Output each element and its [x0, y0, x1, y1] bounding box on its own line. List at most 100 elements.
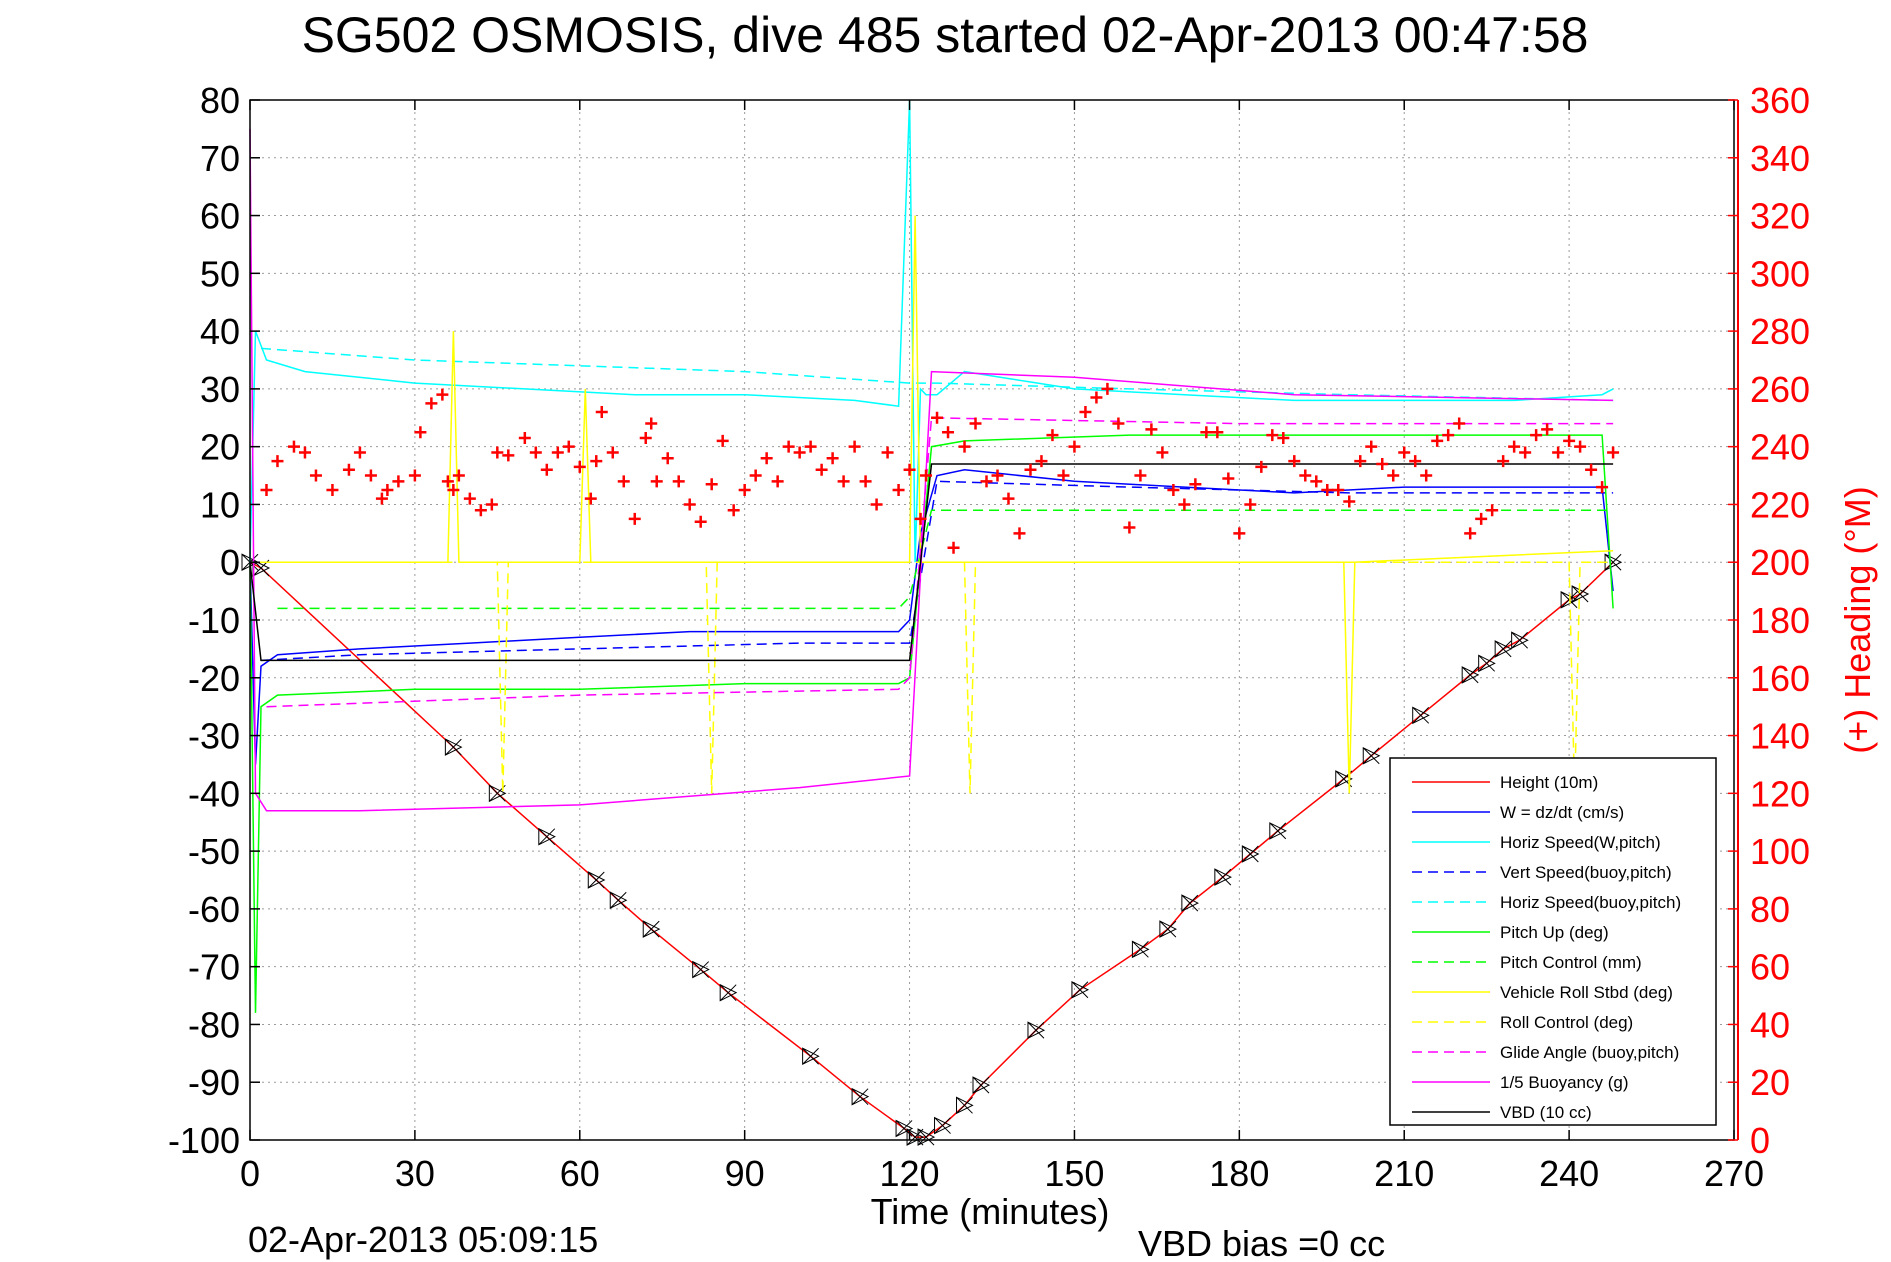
heading-point — [1310, 475, 1323, 488]
heading-point — [1200, 426, 1213, 439]
heading-point — [425, 397, 438, 410]
legend-entry: Pitch Control (mm) — [1500, 953, 1642, 972]
heading-point — [408, 469, 421, 482]
y-tick-label: -10 — [188, 600, 240, 641]
heading-point — [584, 492, 597, 505]
y-tick-label: 10 — [200, 484, 240, 525]
y2-tick-label: 320 — [1750, 196, 1810, 237]
heading-layer — [260, 382, 1620, 554]
heading-point — [661, 452, 674, 465]
y2-tick-label: 360 — [1750, 80, 1810, 121]
depth-marker — [719, 983, 738, 1002]
x-tick-label: 0 — [240, 1153, 260, 1194]
legend-entry: Vert Speed(buoy,pitch) — [1500, 863, 1672, 882]
heading-point — [694, 515, 707, 528]
heading-point — [1101, 382, 1114, 395]
heading-point — [1299, 469, 1312, 482]
heading-point — [1607, 446, 1620, 459]
series-layer — [241, 99, 1623, 1146]
depth-marker — [802, 1047, 820, 1066]
heading-point — [1541, 423, 1554, 436]
heading-point — [1244, 498, 1257, 511]
y2-tick-label: 260 — [1750, 369, 1810, 410]
heading-point — [870, 498, 883, 511]
y-tick-label: 60 — [200, 196, 240, 237]
y2-tick-label: 180 — [1750, 600, 1810, 641]
heading-point — [260, 484, 273, 496]
heading-point — [1376, 458, 1389, 470]
heading-point — [1266, 429, 1279, 442]
heading-point — [1057, 469, 1070, 482]
depth-marker — [1131, 940, 1150, 959]
y-tick-label: 30 — [200, 369, 240, 410]
heading-point — [1013, 527, 1026, 540]
heading-point — [1123, 521, 1136, 534]
legend-entry: 1/5 Buoyancy (g) — [1500, 1073, 1629, 1092]
legend-entry: Horiz Speed(W,pitch) — [1500, 833, 1661, 852]
heading-point — [881, 446, 894, 459]
heading-point — [452, 469, 465, 482]
y2-tick-label: 120 — [1750, 773, 1810, 814]
depth-marker — [609, 891, 628, 910]
heading-point — [969, 417, 982, 430]
series-line-9 — [266, 417, 1614, 708]
y-tick-label: -20 — [188, 658, 240, 699]
depth-marker — [642, 920, 661, 938]
heading-point — [793, 446, 806, 459]
heading-point — [595, 406, 608, 418]
heading-point — [859, 475, 872, 488]
footer-timestamp: 02-Apr-2013 05:09:15 — [248, 1219, 598, 1260]
heading-point — [826, 452, 839, 465]
chart-title: SG502 OSMOSIS, dive 485 started 02-Apr-2… — [302, 7, 1589, 63]
heading-point — [628, 512, 641, 525]
heading-point — [1277, 432, 1290, 444]
heading-point — [1552, 446, 1565, 459]
x-axis: 0 30 60 90 120 150 180 210 240 270 — [240, 100, 1764, 1194]
legend-entry: Glide Angle (buoy,pitch) — [1500, 1043, 1679, 1062]
depth-marker — [444, 738, 463, 756]
series-line-6 — [277, 509, 1614, 610]
heading-point — [1486, 504, 1499, 517]
depth-marker — [1494, 640, 1513, 658]
heading-point — [529, 446, 542, 459]
heading-point — [1365, 440, 1378, 453]
heading-point — [392, 475, 405, 488]
legend-entry: VBD (10 cc) — [1500, 1103, 1592, 1122]
heading-point — [958, 440, 971, 453]
heading-point — [606, 446, 619, 459]
y-tick-label: 20 — [200, 427, 240, 468]
y-tick-label: -70 — [188, 947, 240, 988]
heading-point — [1134, 469, 1147, 482]
heading-point — [1090, 391, 1103, 404]
heading-point — [1079, 406, 1092, 418]
series-line-2 — [249, 99, 1614, 563]
y2-tick-label: 340 — [1750, 138, 1810, 179]
heading-point — [650, 475, 663, 488]
depth-marker — [1461, 666, 1480, 684]
y2-tick-label: 100 — [1750, 831, 1810, 872]
y-tick-label: 70 — [200, 138, 240, 179]
heading-point — [672, 475, 685, 488]
depth-marker — [1181, 894, 1199, 912]
depth-marker — [1412, 706, 1430, 725]
heading-point — [375, 492, 388, 505]
heading-point — [1233, 527, 1246, 540]
heading-point — [837, 475, 850, 488]
heading-point — [1442, 429, 1455, 442]
y-tick-label: 0 — [220, 542, 240, 583]
y-tick-label: 50 — [200, 253, 240, 294]
depth-marker — [1241, 845, 1260, 863]
heading-point — [1222, 472, 1235, 485]
heading-point — [1167, 484, 1180, 496]
heading-point — [364, 469, 377, 482]
y2-tick-label: 60 — [1750, 947, 1790, 988]
heading-point — [727, 504, 740, 517]
heading-point — [441, 475, 454, 488]
heading-point — [639, 432, 652, 444]
heading-point — [617, 475, 630, 488]
heading-point — [1288, 455, 1301, 468]
y-tick-label: -90 — [188, 1062, 240, 1103]
heading-point — [1211, 426, 1224, 439]
depth-marker — [1071, 980, 1090, 999]
legend-box — [1389, 757, 1717, 1126]
